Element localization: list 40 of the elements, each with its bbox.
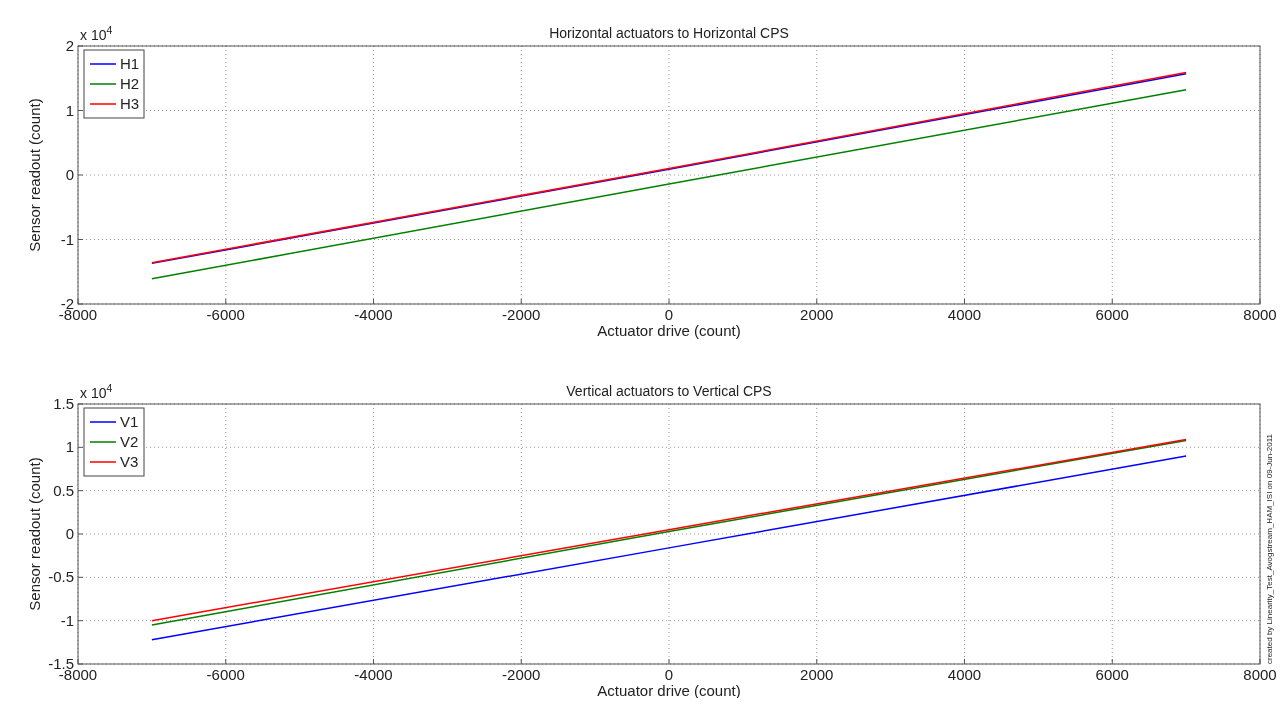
chart-title: Horizontal actuators to Horizontal CPS xyxy=(549,25,789,41)
x-tick-label: 6000 xyxy=(1095,306,1129,323)
x-axis-title: Actuator drive (count) xyxy=(597,322,741,339)
y-tick-label: -1 xyxy=(60,230,74,248)
x-tick-label: 0 xyxy=(664,666,674,683)
x-tick-label: 6000 xyxy=(1095,666,1129,683)
text: x 10$^{4}$ xyxy=(80,24,113,43)
y-axis-title: Sensor readout (count) xyxy=(26,98,43,252)
legend-label: V3 xyxy=(120,453,139,470)
x-tick-label: -6000 xyxy=(206,666,245,683)
x-tick-label: -2000 xyxy=(502,666,541,683)
x-tick-label: 8000 xyxy=(1243,306,1277,323)
y-axis-title: Sensor readout (count) xyxy=(26,457,43,611)
y-tick-label: 1.5 xyxy=(53,395,74,412)
y-tick-label: 1 xyxy=(65,101,74,119)
x-tick-label: -4000 xyxy=(354,306,393,323)
x-tick-label: -6000 xyxy=(206,306,245,323)
legend-label: H2 xyxy=(120,75,140,92)
chart-title: Vertical actuators to Vertical CPS xyxy=(566,383,772,399)
x-tick-label: 4000 xyxy=(947,666,982,683)
x-tick-label: -2000 xyxy=(502,306,541,323)
y-tick-label: 2 xyxy=(65,37,74,54)
x-tick-label: 4000 xyxy=(947,306,982,323)
y-tick-label: 0 xyxy=(65,166,74,183)
legend-label: V1 xyxy=(120,413,139,430)
legend-label: H1 xyxy=(120,55,140,72)
x-tick-label: -4000 xyxy=(354,666,393,683)
x-tick-label: 8000 xyxy=(1243,666,1277,683)
text: x 10$^{4}$ xyxy=(80,382,113,401)
x-tick-label: 2000 xyxy=(800,666,834,683)
x-tick-label: 2000 xyxy=(800,306,834,323)
legend-label: V2 xyxy=(120,433,139,450)
y-tick-label: 1 xyxy=(65,438,74,456)
x-tick-label: 0 xyxy=(664,306,674,323)
legend-label: H3 xyxy=(120,95,140,112)
y-tick-label: -0.5 xyxy=(48,568,74,586)
y-tick-label: 0.5 xyxy=(53,481,74,499)
y-tick-label: 0 xyxy=(65,525,74,542)
y-tick-label: -1 xyxy=(60,611,74,629)
text: created by Linearity_Test_Avogstream_HAM_ISI on 09-Jun-2011 xyxy=(1265,433,1274,664)
